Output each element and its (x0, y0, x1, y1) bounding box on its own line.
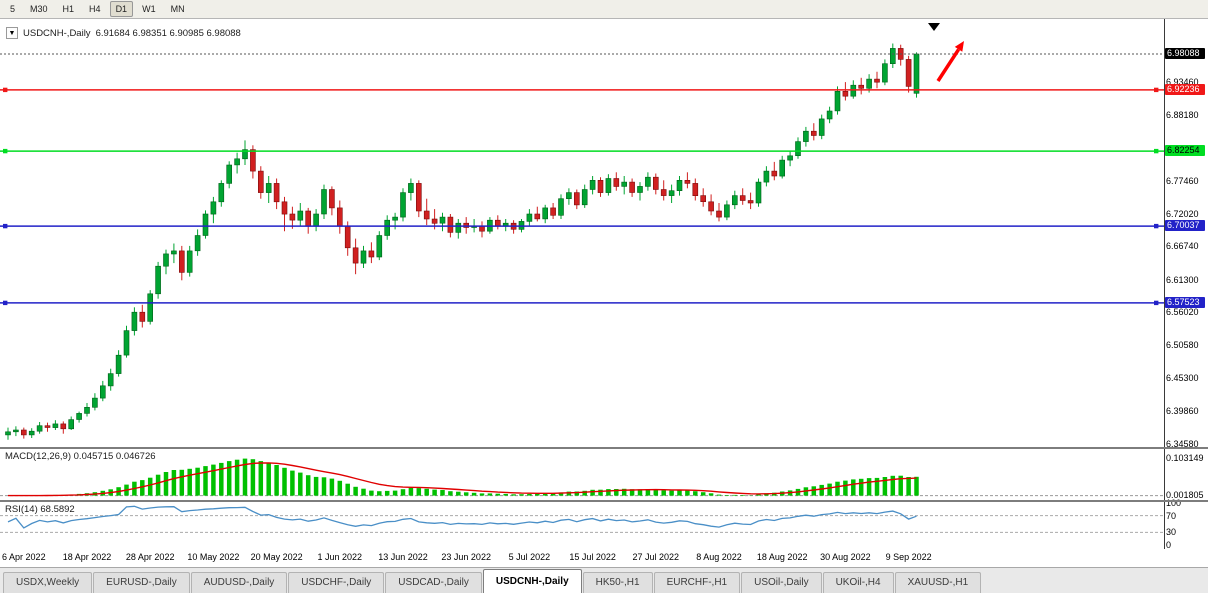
chart-title: ▼ USDCNH-,Daily 6.91684 6.98351 6.90985 … (6, 27, 241, 39)
price-axis-tick: 6.93460 (1166, 77, 1199, 88)
chart-canvas[interactable] (0, 19, 1164, 549)
chart-dropdown-icon[interactable]: ▼ (6, 27, 18, 39)
timeframe-button-mn[interactable]: MN (170, 4, 185, 14)
hline-price-label: 6.82254 (1165, 145, 1205, 157)
horizontal-line-6.82254[interactable] (0, 148, 1164, 154)
time-axis-label: 30 Aug 2022 (820, 552, 871, 562)
chart-tab-xauusd-h1[interactable]: XAUUSD-,H1 (894, 572, 982, 593)
timeframe-toolbar: 5 M30 H1 H4 D1 W1 MN (0, 0, 1208, 19)
time-axis-label: 28 Apr 2022 (125, 552, 175, 562)
time-axis-label: 20 May 2022 (250, 552, 303, 562)
horizontal-line-6.57523[interactable] (0, 300, 1164, 306)
rsi-axis-tick: 30 (1166, 527, 1177, 538)
rsi-indicator-label: RSI(14) 68.5892 (5, 504, 75, 515)
rsi-axis-tick: 0 (1166, 540, 1172, 550)
chart-tabs-bar: USDX,Weekly EURUSD-,Daily AUDUSD-,Daily USD… (0, 567, 1208, 593)
rsi-indicator (0, 505, 1164, 533)
macd-indicator-label: MACD(12,26,9) 0.045715 0.046726 (5, 451, 156, 462)
rsi-axis-tick: 100 (1166, 498, 1182, 508)
price-axis-tick: 6.39860 (1166, 406, 1199, 417)
chart-region: ▼ USDCNH-,Daily 6.91684 6.98351 6.90985 … (0, 19, 1208, 550)
price-axis-tick: 6.56020 (1166, 307, 1199, 318)
trend-arrow-annotation[interactable] (936, 41, 964, 82)
price-axis-tick: 6.66740 (1166, 241, 1199, 252)
chart-tab-usdchf-daily[interactable]: USDCHF-,Daily (288, 572, 385, 593)
price-axis-tick: 6.50580 (1166, 340, 1199, 351)
chart-tab-eurchf-h1[interactable]: EURCHF-,H1 (653, 572, 741, 593)
price-axis-tick: 6.45300 (1166, 372, 1199, 383)
time-axis[interactable]: 6 Apr 2022 18 Apr 2022 28 Apr 2022 10 May 2… (0, 549, 1208, 567)
time-axis-label: 1 Jun 2022 (317, 552, 363, 562)
price-axis-tick: 6.72020 (1166, 208, 1199, 219)
time-axis-label: 10 May 2022 (187, 552, 240, 562)
time-axis-label: 8 Aug 2022 (696, 552, 742, 562)
chart-tab-usoil-daily[interactable]: USOil-,Daily (741, 572, 822, 593)
current-price-label: 6.98088 (1165, 47, 1205, 59)
timeframe-button-h4[interactable]: H4 (89, 4, 101, 14)
timeframe-button-m30[interactable]: M30 (30, 4, 48, 14)
chart-tab-audusd-daily[interactable]: AUDUSD-,Daily (190, 572, 288, 593)
price-axis-tick: 6.34580 (1166, 438, 1199, 449)
macd-indicator (0, 458, 1164, 497)
price-axis-tick: 6.88180 (1166, 109, 1199, 120)
hline-price-label: 6.92236 (1165, 83, 1205, 95)
time-axis-label: 18 Apr 2022 (62, 552, 112, 562)
time-axis-label: 27 Jul 2022 (632, 552, 680, 562)
macd-axis-tick: 0.001805 (1166, 489, 1204, 500)
time-axis-label: 6 Apr 2022 (2, 552, 46, 562)
macd-value-main: 0.045715 (73, 451, 114, 462)
pane-separator-macd[interactable] (0, 447, 1208, 449)
chart-ohlc-values: 6.91684 6.98351 6.90985 6.98088 (95, 27, 241, 39)
time-axis-label: 9 Sep 2022 (885, 552, 932, 562)
horizontal-line-6.70037[interactable] (0, 223, 1164, 229)
top-marker-annotation[interactable] (928, 23, 940, 31)
chart-tab-hk50-h1[interactable]: HK50-,H1 (582, 572, 653, 593)
timeframe-button-5[interactable]: 5 (10, 4, 16, 14)
chart-symbol-label: USDCNH-,Daily (23, 27, 91, 39)
hline-price-label: 6.57523 (1165, 296, 1205, 308)
chart-tab-usdcnh-daily[interactable]: USDCNH-,Daily (482, 569, 582, 593)
horizontal-line-6.92236[interactable] (0, 87, 1164, 93)
timeframe-button-d1[interactable]: D1 (109, 1, 134, 17)
chart-tab-ukoil-h4[interactable]: UKOil-,H4 (822, 572, 894, 593)
time-axis-label: 18 Aug 2022 (756, 552, 808, 562)
hline-price-label: 6.70037 (1165, 220, 1205, 232)
macd-axis-tick: 0.103149 (1166, 452, 1204, 463)
chart-tab-usdcad-daily[interactable]: USDCAD-,Daily (385, 572, 482, 593)
timeframe-button-w1[interactable]: W1 (142, 4, 156, 14)
rsi-name: RSI(14) (5, 504, 38, 515)
time-axis-label: 23 Jun 2022 (441, 552, 491, 562)
candlesticks (5, 43, 920, 440)
chart-tab-usdx-weekly[interactable]: USDX,Weekly (3, 572, 93, 593)
chart-tab-eurusd-daily[interactable]: EURUSD-,Daily (93, 572, 190, 593)
price-axis-tick: 6.61300 (1166, 274, 1199, 285)
pane-separator-rsi[interactable] (0, 500, 1208, 502)
price-axis-tick: 6.77460 (1166, 175, 1199, 186)
rsi-axis-tick: 70 (1166, 510, 1177, 521)
price-axis[interactable]: 6.93460 6.88180 6.77460 6.72020 6.66740 6.613… (1164, 19, 1208, 550)
time-axis-label: 13 Jun 2022 (378, 552, 428, 562)
time-axis-label: 15 Jul 2022 (569, 552, 616, 562)
timeframe-button-h1[interactable]: H1 (62, 4, 75, 14)
macd-name: MACD(12,26,9) (5, 451, 71, 462)
macd-value-signal: 0.046726 (115, 451, 156, 462)
rsi-value: 68.5892 (40, 504, 75, 515)
time-axis-label: 5 Jul 2022 (508, 552, 551, 562)
